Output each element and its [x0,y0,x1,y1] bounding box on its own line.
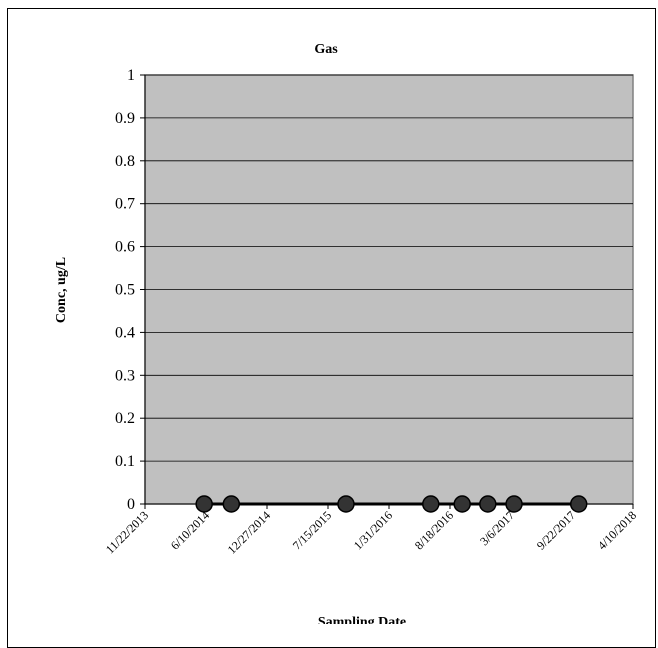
y-tick-label: 1 [127,67,135,84]
y-tick-label: 0.8 [115,153,135,170]
y-tick-label: 0.6 [115,239,135,256]
y-tick-label: 0.3 [115,367,135,384]
data-point [505,495,523,513]
x-tick-label: 4/10/2018 [595,508,639,552]
chart-title: Gas [314,42,338,57]
x-axis-ticks: 11/22/2013 6/10/2014 12/27/2014 7/15/2015 1/… [103,504,639,557]
x-tick-label: 8/18/2016 [412,508,456,552]
data-point [453,495,471,513]
y-tick-label: 0.2 [115,410,135,427]
x-tick-label: 7/15/2015 [290,508,334,552]
data-point [422,495,440,513]
y-tick-label: 0.4 [115,324,135,341]
x-tick-label: 1/31/2016 [351,508,395,552]
x-axis-title: Sampling Date [318,615,406,624]
data-point [195,495,213,513]
y-tick-label: 0.1 [115,453,135,470]
data-point [337,495,355,513]
y-axis-title: Conc, ug/L [54,257,69,323]
x-tick-label: 6/10/2014 [168,508,212,552]
chart: 0 0.1 0.2 0.3 0.4 0.5 0.6 0.7 0.8 0.9 1 11/22/2013… [54,42,639,624]
data-point [222,495,241,513]
x-tick-label: 9/22/2017 [534,508,578,552]
gridlines [145,74,633,462]
data-point [569,495,588,513]
y-tick-label: 0.7 [115,196,135,213]
x-tick-label: 12/27/2014 [225,508,274,557]
x-tick-label: 3/6/2017 [477,508,517,548]
y-tick-label: 0.5 [115,282,135,299]
y-tick-label: 0 [127,496,135,513]
y-axis-ticks: 0 0.1 0.2 0.3 0.4 0.5 0.6 0.7 0.8 0.9 1 [115,67,145,513]
y-tick-label: 0.9 [115,110,135,127]
x-tick-label: 11/22/2013 [103,508,151,556]
series [195,495,588,513]
data-point [479,495,497,513]
